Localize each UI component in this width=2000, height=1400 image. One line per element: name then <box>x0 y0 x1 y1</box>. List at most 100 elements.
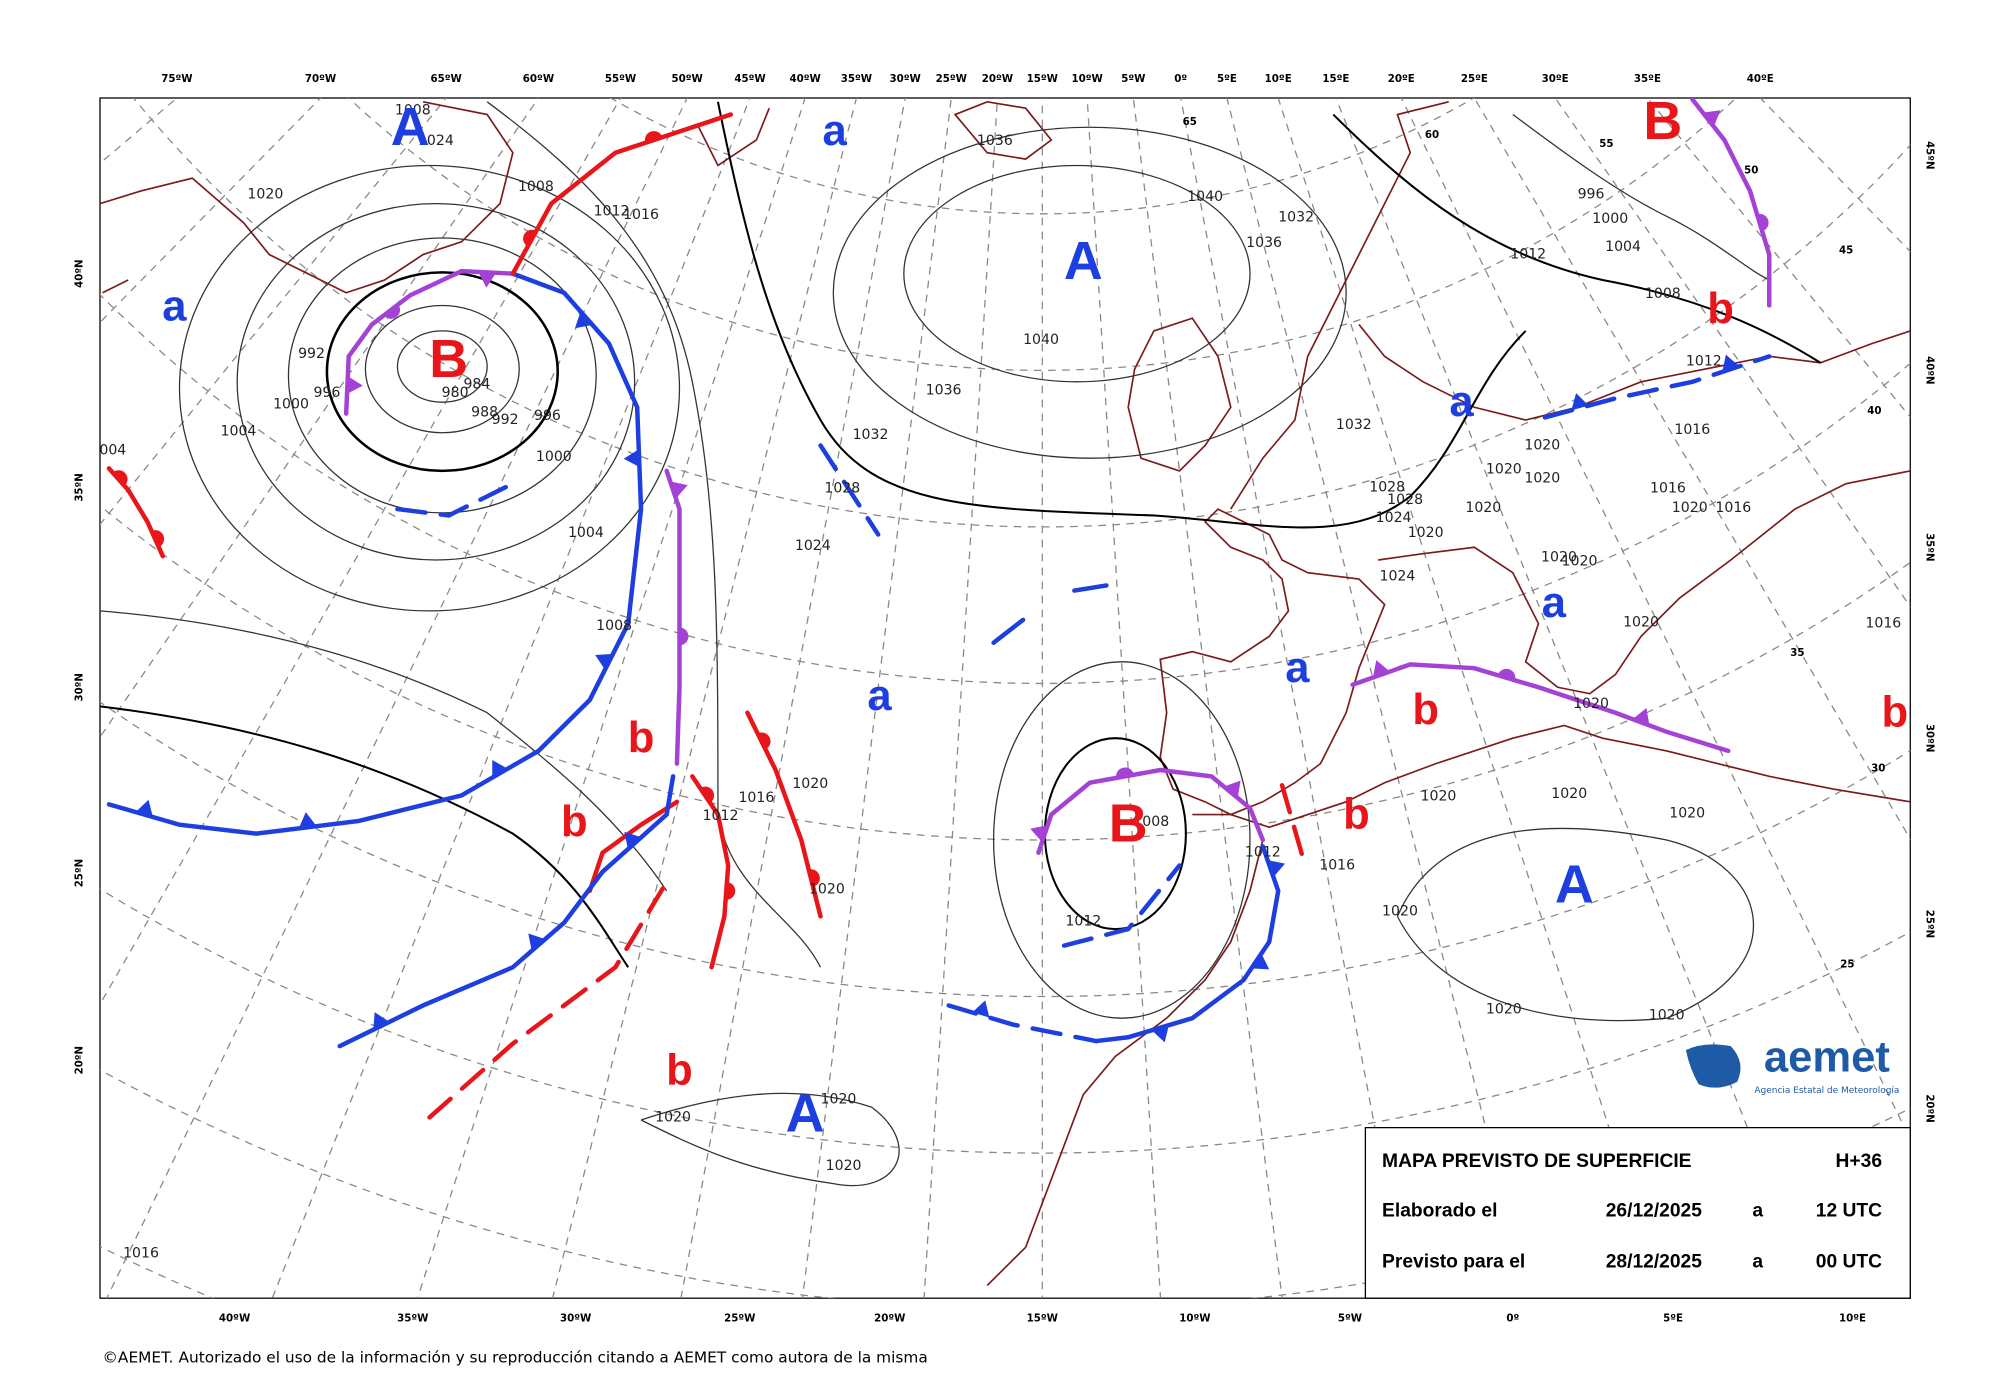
parallel <box>100 293 1911 684</box>
isobar-label: 1016 <box>1865 616 1901 632</box>
parallel <box>133 98 1911 528</box>
meridian <box>1277 98 1665 1299</box>
isobar <box>100 610 668 892</box>
isobar <box>178 164 681 612</box>
front <box>1036 767 1266 855</box>
front-semicircle <box>700 786 715 803</box>
right-axis-label: 35ºN <box>1923 533 1934 561</box>
isobar-label: 1020 <box>1524 471 1560 487</box>
front-triangle <box>478 271 497 288</box>
front-semicircle <box>757 732 771 750</box>
grid-label: 25 <box>1840 960 1854 971</box>
info-made-time: 12 UTC <box>1816 1201 1882 1222</box>
low-pressure-center: B <box>1109 794 1148 854</box>
front-triangle <box>1632 707 1650 726</box>
front-triangle <box>492 759 508 778</box>
low-pressure-center: b <box>628 714 655 762</box>
isobar <box>1396 827 1755 1022</box>
isobar-label: 1020 <box>1421 789 1457 805</box>
top-axis-label: 5ºE <box>1217 74 1237 85</box>
isobar-label: 1024 <box>418 133 454 149</box>
logo-subtitle: Agencia Estatal de Meteorología <box>1754 1086 1899 1096</box>
isobar-label: 1012 <box>1245 845 1281 861</box>
front-semicircle <box>523 229 537 247</box>
info-made-at: a <box>1752 1201 1763 1222</box>
isobar-label: 1020 <box>1486 462 1522 478</box>
front-triangle <box>670 481 688 499</box>
front-triangle <box>1702 110 1721 127</box>
meridian <box>1132 98 1283 1299</box>
front <box>510 112 734 276</box>
isobar-label: 1016 <box>1674 422 1710 438</box>
high-pressure-center: a <box>1542 579 1567 627</box>
top-axis-label: 35ºE <box>1634 74 1661 85</box>
front <box>427 886 666 1120</box>
isobar-label: 1040 <box>1023 332 1059 348</box>
front <box>106 271 644 836</box>
north-america <box>100 101 771 294</box>
isobar-label: 1016 <box>738 790 774 806</box>
isobar-label: 988 <box>471 404 498 420</box>
grid-label: 30 <box>1871 764 1885 775</box>
top-axis-label: 70ºW <box>305 74 336 85</box>
meridian <box>100 98 447 526</box>
isobar <box>832 126 1347 459</box>
high-pressure-center: A <box>1555 855 1594 915</box>
front <box>1061 863 1182 948</box>
front-triangle <box>624 831 642 850</box>
front <box>337 774 676 1049</box>
europe <box>1230 101 1911 510</box>
isobar-label: 1020 <box>1573 696 1609 712</box>
meridian <box>1554 98 1911 608</box>
meridian <box>923 98 999 1299</box>
meridian <box>801 98 952 1299</box>
isobar-label: 1020 <box>655 1109 691 1125</box>
isobar-label: 1020 <box>1623 614 1659 630</box>
isobar-label: 1012 <box>1686 353 1722 369</box>
top-axis-label: 35ºW <box>841 74 872 85</box>
isobar-label: 1036 <box>1246 235 1282 251</box>
right-axis-label: 45ºN <box>1923 141 1934 169</box>
west-africa <box>986 839 1264 1287</box>
isobar-label: 1020 <box>247 187 283 203</box>
isobar-label: 1020 <box>821 1092 857 1108</box>
bottom-axis-label: 25ºW <box>724 1314 755 1325</box>
grid-label: 55 <box>1599 139 1613 150</box>
bottom-axis-label: 0º <box>1506 1314 1519 1325</box>
info-valid-label: Previsto para el <box>1382 1252 1525 1273</box>
info-made-date: 26/12/2025 <box>1606 1201 1703 1222</box>
front-semicircle <box>1497 668 1516 681</box>
isobar <box>100 705 630 968</box>
map-frame <box>99 97 1911 1299</box>
top-axis-label: 15ºE <box>1322 74 1349 85</box>
left-axis-label: 30ºN <box>74 673 85 701</box>
bottom-axis-label: 5ºW <box>1338 1314 1362 1325</box>
isobar <box>396 330 488 403</box>
isobar-label: 1008 <box>596 618 632 634</box>
isobar <box>992 661 1251 1019</box>
iberia <box>1159 508 1386 816</box>
top-axis-label: 20ºE <box>1388 74 1415 85</box>
isobar-label: 1012 <box>703 808 739 824</box>
top-axis-label: 75ºW <box>161 74 192 85</box>
front <box>690 774 731 970</box>
isobar-label: 996 <box>313 385 340 401</box>
isobar <box>716 101 1527 529</box>
isobar-label: 1016 <box>123 1246 159 1262</box>
grid-label: 50 <box>1744 166 1758 177</box>
isobar-label: 980 <box>442 385 469 401</box>
high-pressure-center: a <box>162 283 187 331</box>
front-semicircle <box>808 869 820 887</box>
front <box>587 799 680 894</box>
meridian <box>106 98 688 1299</box>
isobar <box>325 271 559 473</box>
low-pressure-center: b <box>1707 285 1734 333</box>
top-axis-label: 45ºW <box>734 74 765 85</box>
isobar <box>640 1092 900 1187</box>
low-pressure-center: b <box>666 1046 693 1094</box>
front <box>991 617 1026 645</box>
isobar-label: 1008 <box>518 179 554 195</box>
front-semicircle <box>1116 767 1134 778</box>
isobar-label: 1008 <box>395 103 431 119</box>
isobar-label: 1000 <box>536 449 572 465</box>
